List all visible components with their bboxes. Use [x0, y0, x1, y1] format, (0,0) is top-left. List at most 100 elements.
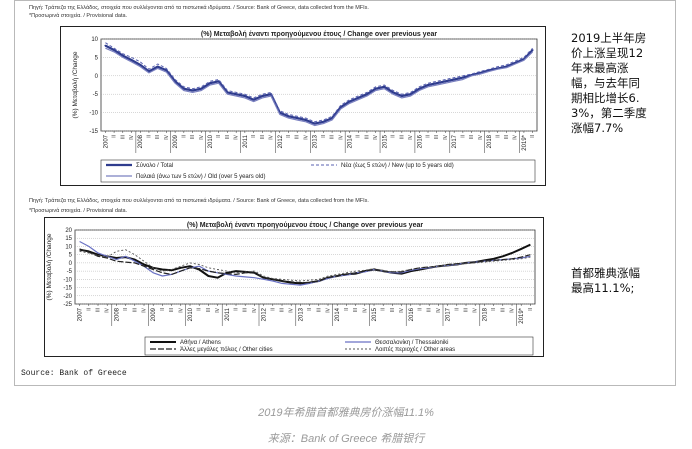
x-year-label: 2012 [262, 307, 268, 321]
caption-source: 来源：Bank of Greece 希腊银行 [267, 433, 425, 445]
data-point [121, 54, 124, 57]
data-point [104, 44, 107, 47]
series-line [105, 42, 533, 123]
chart-title: (%) Μεταβολή έναντι προηγούμενου έτους /… [201, 30, 437, 38]
x-year-label: 2010 [208, 134, 214, 148]
x-quarter-label: II [216, 135, 222, 138]
x-year-label: 2014 [348, 134, 354, 148]
x-year-label: 2010 [188, 307, 194, 321]
x-year-label: 2009 [151, 307, 157, 321]
data-point [200, 87, 203, 90]
y-tick-label: 15 [65, 236, 72, 242]
x-year-label: 2013 [313, 134, 319, 148]
y-tick-label: 5 [69, 253, 73, 259]
data-point [296, 117, 299, 120]
data-point [392, 91, 395, 94]
x-quarter-label: II [181, 135, 187, 138]
legend-label: Παλαιά (άνω των 5 ετών) / Old (over 5 ye… [136, 173, 265, 180]
x-quarter-label: IV [289, 307, 295, 312]
top-chart-svg: (%) Μεταβολή έναντι προηγούμενου έτους /… [72, 30, 538, 183]
x-quarter-label: II [460, 135, 466, 138]
x-quarter-label: III [316, 308, 322, 312]
data-point [383, 85, 386, 88]
x-year-label: 2008 [114, 307, 120, 321]
bottom-chart: (%) Μεταβολή έναντι προηγούμενου έτους /… [44, 217, 544, 357]
legend-box [100, 159, 536, 183]
x-quarter-label: III [390, 308, 396, 312]
data-point [156, 65, 159, 68]
x-quarter-label: IV [178, 307, 184, 312]
x-year-label: 2007 [103, 134, 109, 148]
data-point [366, 93, 368, 96]
x-quarter-label: II [321, 135, 327, 138]
x-quarter-label: III [132, 308, 138, 312]
x-quarter-label: III [190, 135, 196, 139]
y-tick-label: -15 [89, 129, 98, 135]
x-quarter-label: II [426, 135, 432, 138]
data-point [305, 119, 307, 121]
data-point [182, 87, 185, 90]
data-point [209, 82, 211, 85]
legend-box [144, 336, 534, 356]
x-quarter-label: III [96, 308, 102, 312]
x-quarter-label: II [307, 308, 313, 311]
x-year-label: 2013 [298, 307, 304, 321]
x-quarter-label: IV [303, 134, 309, 139]
data-point [348, 100, 351, 103]
x-quarter-label: II [391, 135, 397, 138]
x-quarter-label: II [528, 308, 534, 311]
x-quarter-label: IV [338, 134, 344, 139]
x-year-label: 2015 [382, 134, 388, 148]
x-year-label: 2018 [482, 307, 488, 321]
x-year-label: 2019* [519, 307, 525, 323]
x-quarter-label: IV [105, 307, 111, 312]
x-quarter-label: IV [473, 307, 479, 312]
data-point [418, 87, 421, 90]
side-text-line: 期相比增长6. [571, 91, 640, 105]
data-point [409, 93, 412, 96]
x-year-label: 2011 [243, 134, 249, 148]
y-tick-label: 0 [95, 74, 99, 80]
data-point [252, 98, 255, 101]
y-tick-label: -10 [89, 111, 98, 117]
x-quarter-label: IV [436, 307, 442, 312]
data-point [235, 93, 238, 96]
data-point [270, 93, 272, 96]
data-point [139, 63, 142, 66]
x-quarter-label: II [495, 135, 501, 138]
x-year-label: 2016 [417, 134, 423, 148]
side-text-line: 最高11.1%; [571, 281, 635, 295]
side-text-line: 幅，与去年同 [571, 76, 640, 90]
series-line [105, 47, 534, 127]
data-point [261, 95, 264, 97]
x-quarter-label: II [454, 308, 460, 311]
x-quarter-label: III [427, 308, 433, 312]
side-text-line: 3%，第二季度 [571, 106, 647, 120]
x-quarter-label: III [500, 308, 506, 312]
x-year-label: 2018 [487, 134, 493, 148]
source-label: Source: Bank of Greece [21, 369, 127, 378]
series-line [79, 240, 531, 286]
x-quarter-label: II [530, 135, 536, 138]
data-point [313, 122, 316, 125]
data-point [113, 49, 115, 51]
legend-label: Θεσσαλονίκη / Thessaloniki [375, 340, 448, 346]
data-point [531, 49, 534, 51]
x-year-label: 2011 [225, 307, 231, 321]
x-year-label: 2017 [452, 134, 458, 148]
data-point [427, 84, 429, 86]
plot-area [74, 229, 536, 305]
x-quarter-label: IV [215, 307, 221, 312]
x-quarter-label: IV [373, 134, 379, 139]
x-quarter-label: III [330, 135, 336, 139]
side-text-line: 年来最高涨 [571, 61, 629, 75]
data-point [435, 82, 438, 85]
y-tick-label: -5 [93, 92, 99, 98]
x-quarter-label: IV [510, 307, 516, 312]
x-quarter-label: IV [129, 134, 135, 139]
x-year-label: 2009 [173, 134, 179, 148]
x-quarter-label: IV [362, 307, 368, 312]
x-quarter-label: III [206, 308, 212, 312]
series-line [79, 248, 531, 284]
x-year-label: 2007 [78, 307, 84, 321]
